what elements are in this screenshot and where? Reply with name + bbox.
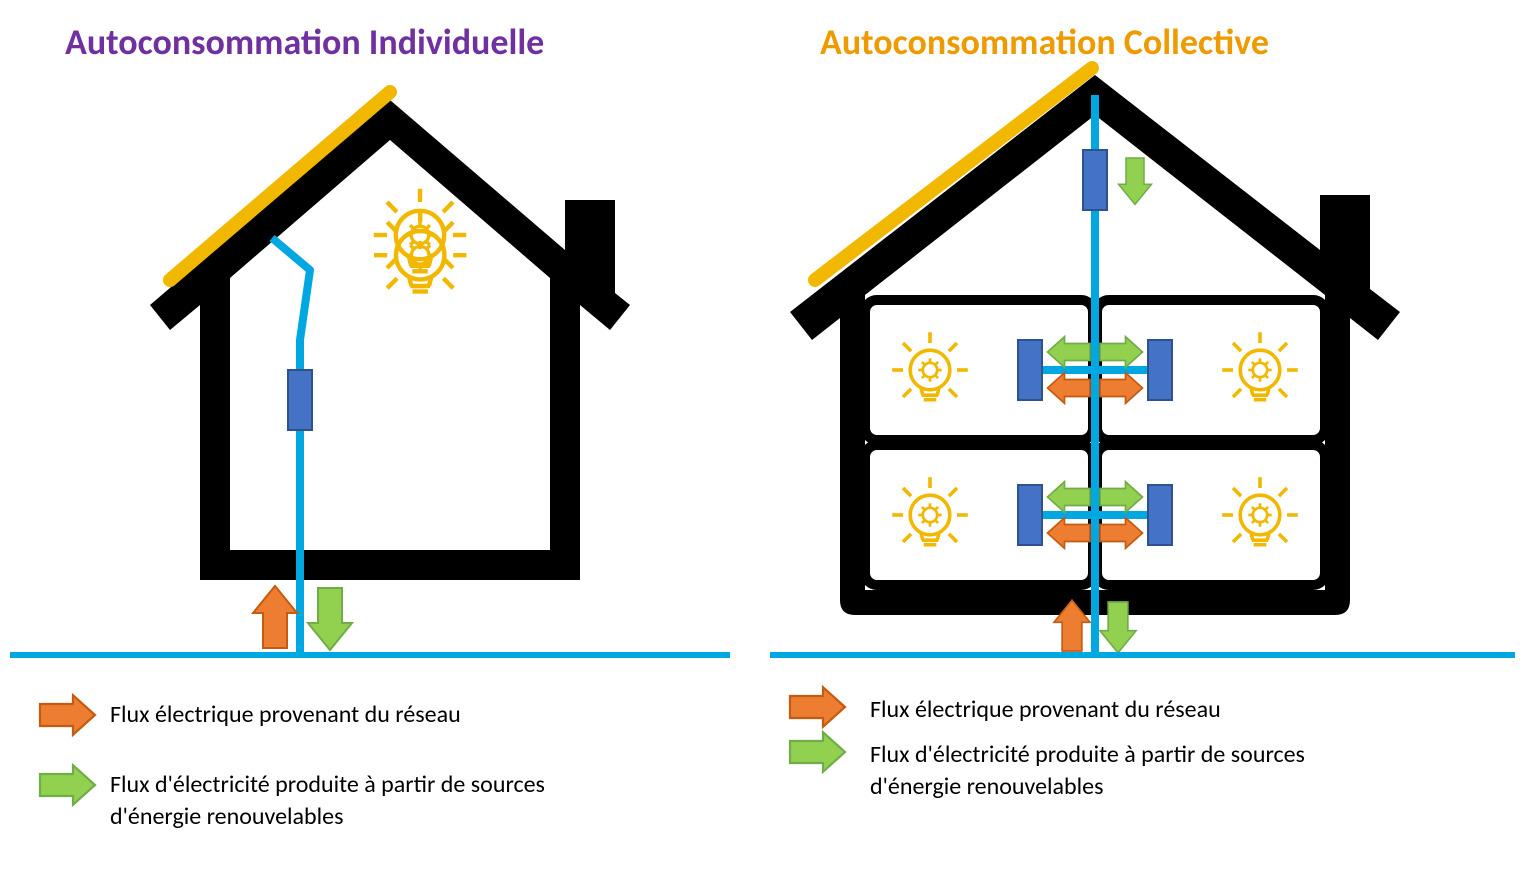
arrow-green-tr-icon <box>1100 337 1143 368</box>
main-meter-icon <box>1083 150 1107 210</box>
meter-tl-icon <box>1018 340 1042 400</box>
arrow-green-bl-icon <box>1048 482 1091 513</box>
meter-bl-icon <box>1018 485 1042 545</box>
legend-arrow-green-icon <box>40 765 95 805</box>
arrow-down-green-icon <box>308 588 352 650</box>
meter-tr-icon <box>1148 340 1172 400</box>
solar-panel-icon <box>815 68 1092 280</box>
collective-panel <box>770 68 1515 655</box>
bulb-icon <box>1222 332 1298 400</box>
arrow-green-tl-icon <box>1048 337 1091 368</box>
diagram-stage <box>0 0 1525 881</box>
arrow-orange-tl-icon <box>1048 373 1091 404</box>
bulb-icon <box>892 477 968 545</box>
individual-panel <box>10 92 730 655</box>
legend-arrow-orange-icon <box>790 687 845 727</box>
arrow-up-orange-icon <box>253 586 297 648</box>
bulb-icon <box>1222 477 1298 545</box>
arrow-orange-br-icon <box>1100 518 1143 549</box>
house-outline-icon <box>150 100 630 580</box>
meter-icon <box>288 370 312 430</box>
legend-arrow-green-icon <box>790 732 845 772</box>
meter-br-icon <box>1148 485 1172 545</box>
arrow-down-green-icon <box>1119 158 1152 205</box>
arrow-orange-tr-icon <box>1100 373 1143 404</box>
arrow-orange-bl-icon <box>1048 518 1091 549</box>
bulb-icon <box>892 332 968 400</box>
arrow-green-br-icon <box>1100 482 1143 513</box>
solar-panel-icon <box>170 92 390 280</box>
legend-arrow-orange-icon <box>40 695 95 735</box>
